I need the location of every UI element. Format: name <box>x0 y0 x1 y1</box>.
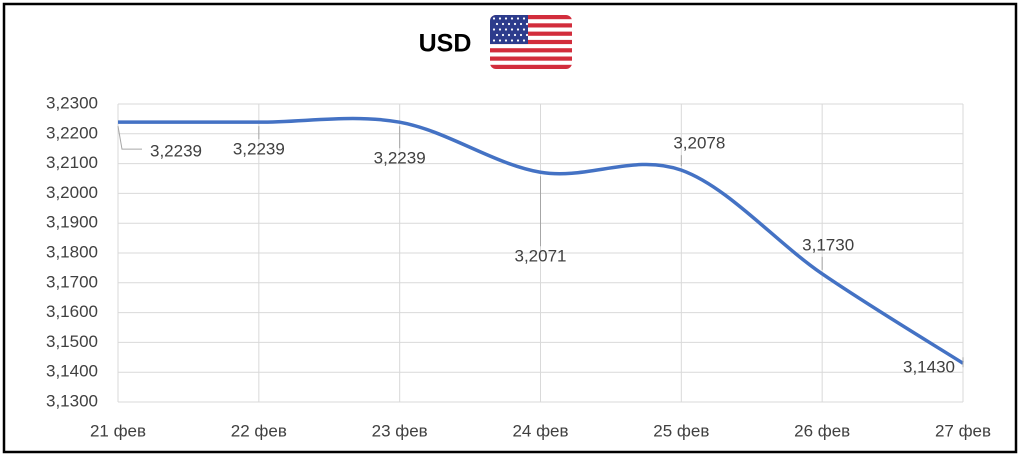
flag-star <box>519 22 523 26</box>
flag-star <box>501 22 505 26</box>
flag-star <box>510 28 514 31</box>
flag-star <box>516 28 520 31</box>
flag-star <box>495 33 499 37</box>
flag-star <box>495 22 499 26</box>
flag-star <box>501 33 505 37</box>
flag-star <box>510 17 514 20</box>
chart-title: USD <box>419 30 472 58</box>
x-tick-label: 23 фев <box>372 421 428 440</box>
flag-star <box>492 28 496 31</box>
flag-star <box>498 28 502 31</box>
flag-star <box>492 17 496 20</box>
x-tick-label: 22 фев <box>231 421 287 440</box>
flag-star <box>522 39 526 42</box>
flag-star <box>492 39 496 42</box>
data-label: 3,2239 <box>233 140 285 159</box>
flag-star <box>513 22 517 26</box>
x-tick-label: 26 фев <box>794 421 850 440</box>
y-tick-label: 3,1600 <box>46 302 98 321</box>
flag-star <box>522 28 526 31</box>
y-tick-label: 3,1700 <box>46 272 98 291</box>
y-tick-label: 3,1300 <box>46 391 98 410</box>
flag-star <box>513 33 517 37</box>
flag-star <box>504 39 508 42</box>
data-label: 3,2239 <box>374 149 426 168</box>
data-label: 3,2239 <box>150 142 202 161</box>
data-label: 3,1430 <box>903 358 955 377</box>
flag-star <box>504 28 508 31</box>
y-tick-label: 3,1900 <box>46 213 98 232</box>
flag-star <box>498 39 502 42</box>
x-tick-label: 27 фев <box>935 421 991 440</box>
flag-star <box>516 39 520 42</box>
flag-star <box>507 33 511 37</box>
flag-star <box>525 33 529 37</box>
y-tick-label: 3,1500 <box>46 332 98 351</box>
flag-star <box>504 17 508 20</box>
leader-line <box>117 126 142 150</box>
y-tick-label: 3,1800 <box>46 242 98 261</box>
frame <box>2 2 1018 454</box>
flag-star <box>510 39 514 42</box>
x-tick-label: 21 фев <box>90 421 146 440</box>
y-tick-label: 3,1400 <box>46 362 98 381</box>
y-tick-label: 3,2100 <box>46 153 98 172</box>
flag-star <box>507 22 511 26</box>
flag-star <box>516 17 520 20</box>
flag-star <box>519 33 523 37</box>
data-label: 3,2071 <box>515 247 567 266</box>
flag-star <box>498 17 502 20</box>
x-tick-label: 25 фев <box>653 421 709 440</box>
data-label: 3,2078 <box>673 134 725 153</box>
y-tick-label: 3,2200 <box>46 123 98 142</box>
x-tick-label: 24 фев <box>512 421 568 440</box>
y-tick-label: 3,2000 <box>46 183 98 202</box>
flag-star <box>525 22 529 26</box>
y-tick-label: 3,2300 <box>46 93 98 112</box>
line-series <box>117 116 964 365</box>
data-label: 3,1730 <box>802 235 854 254</box>
flag-icon <box>490 15 572 69</box>
flag-star <box>522 17 526 20</box>
